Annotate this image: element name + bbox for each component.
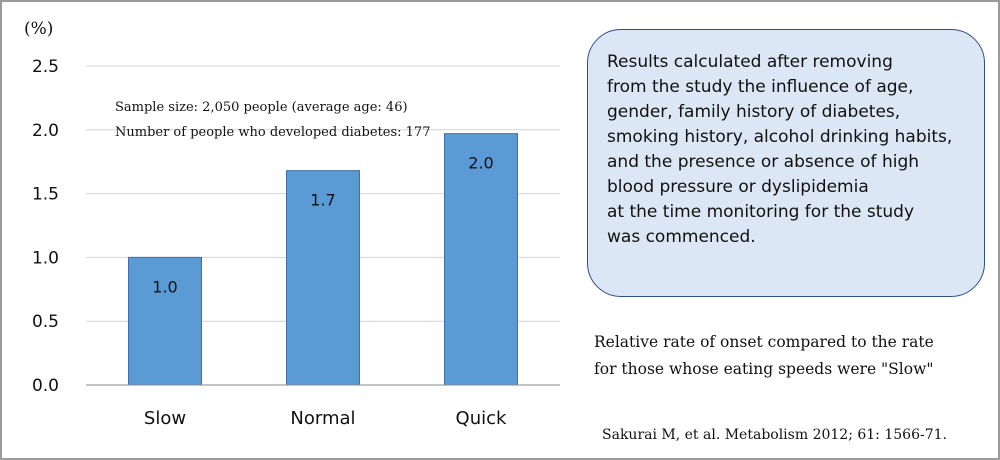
annotation-diabetes-count: Number of people who developed diabetes:… [115,125,430,140]
citation: Sakurai M, et al. Metabolism 2012; 61: 1… [602,427,947,443]
bars [128,133,518,386]
y-unit-label: (%) [24,19,53,39]
note-line: gender, family history of diabetes, [607,102,901,122]
x-category-label: Quick [456,408,507,429]
note-line: from the study the influence of age, [607,77,914,97]
y-tick-label: 2.5 [32,57,59,77]
note-line: blood pressure or dyslipidemia [607,177,869,197]
y-tick-label: 2.0 [32,121,59,141]
bar-value-label: 2.0 [468,154,493,173]
adjustment-note-box: Results calculated after removing from t… [587,29,985,297]
note-line: smoking history, alcohol drinking habits… [607,127,953,147]
relative-rate-caption-line-1: Relative rate of onset compared to the r… [594,333,934,351]
note-line: was commenced. [607,227,756,247]
x-category-label: Slow [144,408,186,429]
data-labels: 1.0 1.7 2.0 [152,154,493,297]
x-category-label: Normal [290,408,355,429]
y-tick-label: 0.0 [32,376,59,396]
bar-slow [128,256,202,386]
bar-value-label: 1.7 [310,191,335,210]
x-axis-categories: Slow Normal Quick [144,408,507,429]
note-line: at the time monitoring for the study [607,202,915,222]
note-line: and the presence or absence of high [607,152,920,172]
y-axis-ticks: 2.5 2.0 1.5 1.0 0.5 0.0 [32,57,59,396]
y-tick-label: 1.0 [32,248,59,268]
y-tick-label: 0.5 [32,312,59,332]
relative-rate-caption-line-2: for those whose eating speeds were "Slow… [594,360,934,378]
bar-normal [286,170,360,386]
y-tick-label: 1.5 [32,185,59,205]
bar-value-label: 1.0 [152,277,177,296]
bar-quick [444,133,518,386]
annotation-sample-size: Sample size: 2,050 people (average age: … [115,100,408,115]
note-line: Results calculated after removing [607,52,893,72]
